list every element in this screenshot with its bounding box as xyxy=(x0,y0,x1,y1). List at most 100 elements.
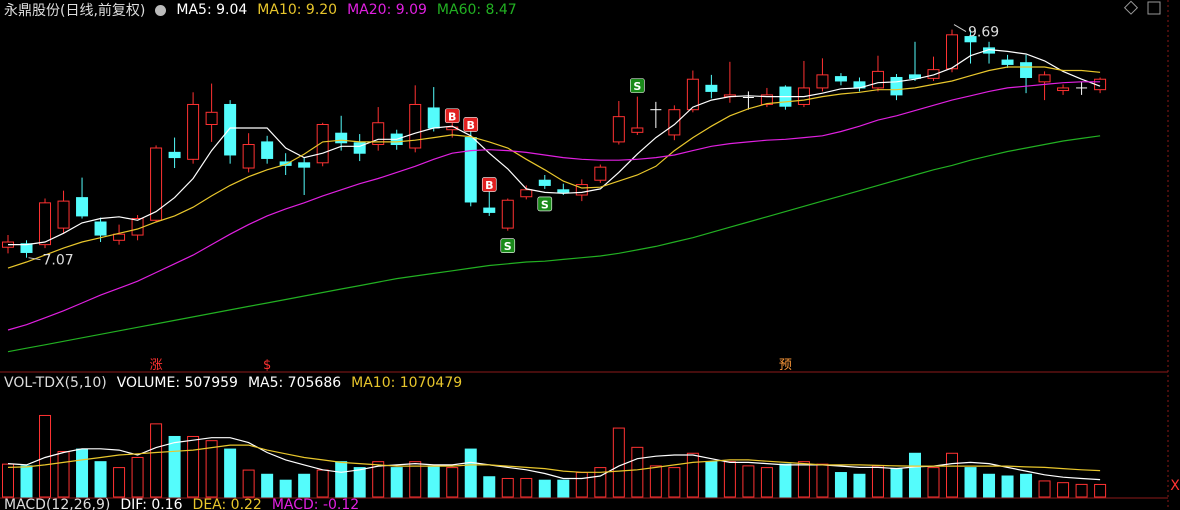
candle-body xyxy=(57,200,70,229)
candle-body xyxy=(520,189,533,198)
volume-bar xyxy=(927,467,940,498)
volume-bar xyxy=(557,479,570,498)
candle-body xyxy=(871,70,884,89)
volume-bar xyxy=(1075,483,1088,498)
candle-body xyxy=(1038,74,1051,83)
candle-body xyxy=(1057,87,1070,92)
volume-bar xyxy=(1020,473,1033,498)
event-marker: $ xyxy=(263,358,271,373)
extreme-label: 9.69 xyxy=(968,25,999,41)
volume-bar xyxy=(1038,480,1051,498)
legend-entry: MA10: 9.20 xyxy=(257,2,338,18)
volume-bar xyxy=(409,461,422,498)
candle-body xyxy=(205,111,218,125)
arrow xyxy=(953,24,967,33)
candle-body xyxy=(760,94,773,105)
ma-line xyxy=(7,81,1101,331)
volume-bar xyxy=(168,435,181,498)
volume-bar xyxy=(1057,482,1070,498)
candle-body xyxy=(946,34,959,70)
volume-bar xyxy=(57,451,70,498)
legend-entry: DEA: 0.22 xyxy=(192,497,262,510)
volume-bar xyxy=(964,467,977,498)
signal-box xyxy=(463,117,479,132)
volume-bar xyxy=(816,463,829,498)
candle-body xyxy=(372,122,385,146)
event-marker: 涨 xyxy=(150,358,163,373)
macd-header: MACD(12,26,9) DIF: 0.16 DEA: 0.22 MACD: -0.… xyxy=(4,497,359,510)
volume-bar xyxy=(594,467,607,498)
candle-body xyxy=(298,162,311,168)
volume-bar xyxy=(668,467,681,498)
volume-bar xyxy=(464,448,477,498)
volume-bar xyxy=(113,467,126,498)
signal: B xyxy=(448,110,456,123)
legend-entry: DIF: 0.16 xyxy=(120,497,183,510)
volume-bar xyxy=(538,479,551,498)
volume-bar xyxy=(983,473,996,498)
volume-bar xyxy=(224,448,237,498)
signal-box xyxy=(500,238,516,254)
volume-bar xyxy=(372,461,385,498)
signal: B xyxy=(467,119,475,132)
volume-bar xyxy=(316,469,329,498)
candle-body xyxy=(908,74,921,79)
arrow xyxy=(28,257,41,261)
candle-body xyxy=(1020,62,1033,78)
signal-box xyxy=(444,108,460,124)
volume-bar xyxy=(871,465,884,498)
candle-body xyxy=(242,144,255,169)
candle-body xyxy=(890,76,903,96)
volume-bar xyxy=(779,463,792,498)
volume-bar xyxy=(501,477,514,498)
candle-body xyxy=(39,202,52,246)
volume-bar xyxy=(890,467,903,498)
signal-box xyxy=(481,177,497,192)
volume-bar xyxy=(760,467,773,498)
icon[interactable] xyxy=(1147,1,1161,15)
candle-body xyxy=(705,84,718,92)
legend-entry: MA10: 1070479 xyxy=(351,375,463,391)
ma-line xyxy=(7,444,1101,473)
volume-bar xyxy=(908,452,921,498)
signal: S xyxy=(541,198,549,211)
ma-line xyxy=(8,48,1101,246)
legend-entry: MA60: 8.47 xyxy=(436,2,517,18)
icon[interactable] xyxy=(155,4,167,16)
candle-body xyxy=(409,103,422,149)
candle-body xyxy=(187,103,200,160)
candle-body xyxy=(483,207,496,213)
candle-body xyxy=(575,184,588,196)
volume-bar xyxy=(335,461,348,498)
ma-line xyxy=(7,66,1101,269)
volume-bar xyxy=(279,479,292,498)
candle-body xyxy=(538,179,551,186)
volume-bar xyxy=(631,446,644,498)
volume-bar xyxy=(686,452,699,498)
candle-body xyxy=(834,76,847,82)
volume-bar xyxy=(261,473,274,498)
candle-body xyxy=(224,103,237,156)
candle-body xyxy=(113,233,126,241)
candle-body xyxy=(668,109,681,136)
legend-entry: MA20: 9.09 xyxy=(347,2,427,18)
ma-line xyxy=(7,437,1101,481)
legend-entry: MACD: -0.12 xyxy=(271,497,360,510)
candle-body xyxy=(150,147,163,221)
volume-bar xyxy=(205,440,218,498)
icon[interactable] xyxy=(1123,0,1139,15)
volume-bar xyxy=(446,467,459,498)
volume-bar xyxy=(187,435,200,498)
candle-body xyxy=(94,221,107,236)
volume-bar xyxy=(705,461,718,498)
candle-body xyxy=(612,116,625,143)
candle-body xyxy=(927,69,940,79)
candle-body xyxy=(631,127,644,133)
volume-bar xyxy=(131,456,144,498)
volume-bar xyxy=(390,467,403,498)
candle-body xyxy=(20,243,33,253)
close-icon[interactable]: X xyxy=(1170,478,1180,494)
signal: B xyxy=(485,179,493,192)
